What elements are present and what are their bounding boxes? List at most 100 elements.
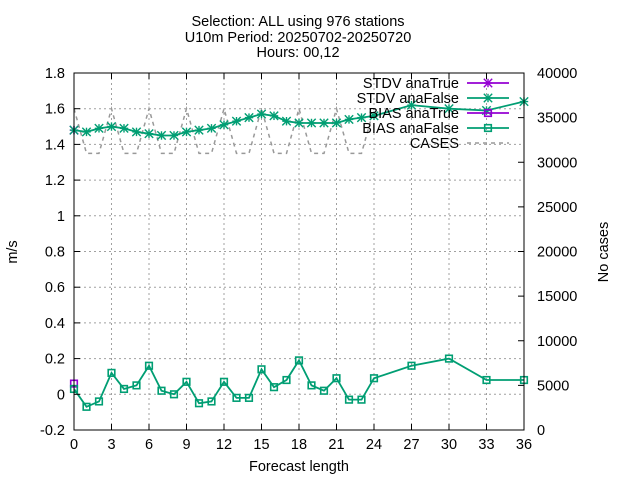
- series-bias-anafalse-point: [157, 386, 166, 395]
- series-bias-anafalse-point: [169, 390, 179, 399]
- series-bias-anafalse-point: [94, 397, 104, 406]
- series-stdv-anafalse-point-d2: [356, 112, 367, 123]
- series-bias-anafalse-point: [344, 395, 354, 404]
- y2-tick-label: 25000: [537, 200, 577, 216]
- y-tick-label: 0.6: [45, 280, 65, 296]
- series-bias-anafalse-point: [282, 375, 291, 385]
- series-stdv-anafalse-point: [344, 114, 354, 125]
- series-bias-anafalse-point: [357, 395, 366, 404]
- x-tick-label: 33: [478, 437, 494, 453]
- series-stdv-anafalse-point-d2: [144, 128, 154, 139]
- series-stdv-anafalse-point: [406, 100, 417, 110]
- series-bias-anafalse-point: [332, 374, 341, 383]
- legend-entry-stdv-anafalse-label: STDV anaFalse: [357, 91, 459, 107]
- series-bias-anafalse-point: [194, 399, 204, 408]
- series-bias-anafalse-point: [244, 393, 254, 402]
- x-tick-label: 36: [516, 437, 532, 453]
- y2-tick-label: 5000: [537, 378, 569, 394]
- legend-entry-bias-anatrue: BIAS anaTrue: [368, 106, 509, 122]
- series-stdv-anafalse-point: [444, 104, 454, 114]
- series-stdv-anafalse-point-d2: [306, 118, 317, 128]
- series-stdv-anafalse-point: [119, 123, 129, 134]
- series-stdv-anafalse-point: [281, 116, 292, 126]
- legend-entry-bias-anatrue-marker: [483, 108, 493, 118]
- legend-entry-stdv-anafalse-marker: [483, 93, 493, 103]
- series-stdv-anafalse-point-d2: [256, 109, 267, 119]
- series-stdv-anafalse-point-d2: [319, 118, 329, 128]
- series-bias-anafalse-point: [207, 397, 216, 406]
- x-tick-label: 6: [145, 437, 153, 453]
- series-bias-anafalse-point: [82, 402, 91, 411]
- series-stdv-anafalse-point: [131, 127, 142, 137]
- y2-tick-label: 35000: [537, 111, 577, 127]
- y2-tick-label: 40000: [537, 66, 577, 82]
- x-tick-label: 18: [291, 437, 307, 453]
- series-stdv-anafalse-point-d2: [106, 121, 117, 132]
- y2-axis-label: No cases: [596, 222, 612, 282]
- series-stdv-anafalse-point: [206, 123, 217, 134]
- y2-tick-label: 30000: [537, 155, 577, 171]
- series-stdv-anafalse-point: [169, 130, 179, 141]
- series-bias-anafalse-point: [407, 361, 416, 370]
- y-tick-label: 1.6: [45, 102, 65, 118]
- grid: [74, 73, 524, 430]
- series-stdv-anafalse-point-d2: [294, 118, 304, 128]
- series-stdv-anafalse-point: [156, 130, 167, 141]
- series-stdv-anafalse-point: [331, 118, 342, 128]
- y-tick-label: -0.2: [40, 423, 65, 439]
- legend-entry-bias-anafalse: BIAS anaFalse: [362, 121, 509, 137]
- series-stdv-anafalse-point-d2: [344, 114, 354, 125]
- series-stdv-anafalse: [69, 96, 529, 141]
- x-tick-label: 30: [441, 437, 457, 453]
- y-tick-label: 0.2: [45, 352, 65, 368]
- legend-entry-bias-anafalse-marker: [483, 123, 493, 133]
- series-stdv-anafalse-point-d2: [244, 112, 254, 123]
- y-tick-label: 0.8: [45, 245, 65, 261]
- series-bias-anafalse-point: [444, 354, 454, 363]
- series-cases-line: [73, 105, 375, 155]
- series-stdv-anafalse-point-d2: [269, 111, 279, 121]
- x-axis-label: Forecast length: [249, 459, 349, 475]
- series-bias-anafalse-point: [257, 365, 266, 374]
- legend-entry-bias-anatrue-label: BIAS anaTrue: [368, 106, 459, 122]
- legend-entry-stdv-anafalse-marker-d2: [483, 93, 493, 103]
- y2-tick-label: 20000: [537, 245, 577, 261]
- series-stdv-anafalse-point: [306, 118, 317, 128]
- y-axis-label: m/s: [5, 240, 21, 263]
- x-tick-label: 15: [253, 437, 269, 453]
- legend-entry-stdv-anatrue-label: STDV anaTrue: [363, 76, 459, 92]
- chart-title: Selection: ALL using 976 stations U10m P…: [185, 14, 412, 61]
- series-bias-anafalse-point: [294, 356, 304, 365]
- series-stdv-anafalse-point-d2: [281, 116, 292, 126]
- series-stdv-anafalse-point: [181, 127, 192, 137]
- legend-entry-stdv-anafalse: STDV anaFalse: [357, 91, 509, 107]
- series-bias-anafalse-point: [269, 383, 279, 392]
- chart-title-line-2: U10m Period: 20250702-20250720: [185, 30, 412, 46]
- x-tick-label: 9: [182, 437, 190, 453]
- series-stdv-anafalse-point: [194, 125, 204, 135]
- series-bias-anafalse-line: [73, 357, 524, 408]
- series-stdv-anafalse-point-d2: [169, 130, 179, 141]
- series-bias-anafalse-point: [132, 381, 141, 390]
- legend-entry-bias-anafalse-label: BIAS anaFalse: [362, 121, 459, 137]
- series-bias-anafalse-point: [232, 393, 241, 402]
- series-stdv-anafalse-point-d2: [181, 127, 192, 137]
- y-tick-label: 1: [57, 209, 65, 225]
- series-stdv-anafalse-point: [294, 118, 304, 128]
- series-bias-anafalse-point: [182, 377, 191, 386]
- chart-title-line-3: Hours: 00,12: [256, 45, 339, 61]
- y-tick-label: 1.4: [45, 137, 65, 153]
- legend-entry-cases: CASES: [410, 136, 509, 152]
- series-stdv-anafalse-point: [244, 112, 254, 123]
- y2-tick-label: 15000: [537, 289, 577, 305]
- series-bias-anafalse-point: [219, 377, 229, 386]
- series-stdv-anafalse-point-d2: [331, 118, 342, 128]
- x-tick-label: 21: [328, 437, 344, 453]
- series-stdv-anafalse-point-d2: [444, 104, 454, 114]
- series-bias-anafalse-point: [107, 368, 116, 377]
- legend-entry-cases-label: CASES: [410, 136, 459, 152]
- y-tick-label: 0: [57, 387, 65, 403]
- axes: 0 3 6 9 12 15 18 21 24 27 30 33 36-0.200.20.40.60.81…: [40, 66, 577, 453]
